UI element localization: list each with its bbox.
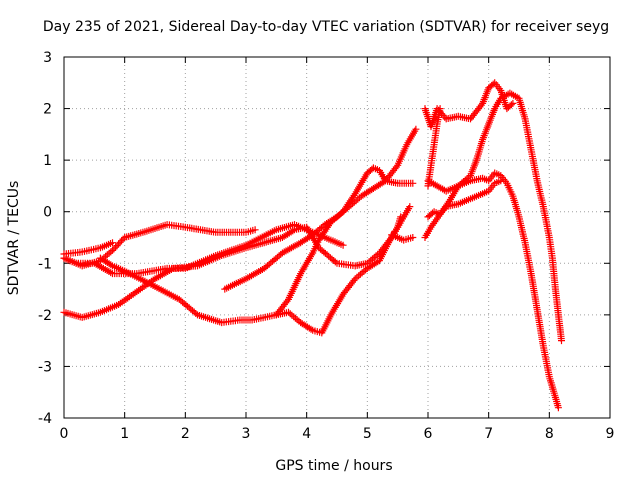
- x-tick-label: 0: [60, 426, 69, 442]
- x-tick-label: 1: [120, 426, 129, 442]
- data-point-markers: [421, 79, 517, 131]
- data-series-arc-4: [96, 213, 405, 337]
- y-tick-label: -3: [38, 359, 52, 375]
- y-tick-label: 1: [43, 153, 52, 169]
- y-axis-label: SDTVAR / TECUs: [6, 181, 22, 296]
- x-tick-label: 4: [302, 426, 311, 442]
- data-series-arc-10: [424, 105, 444, 190]
- data-point-markers: [96, 213, 405, 337]
- data-series-arc-3: [60, 221, 259, 270]
- data-point-markers: [60, 221, 259, 270]
- data-series-arc-8: [388, 231, 417, 244]
- data-point-markers: [424, 105, 444, 190]
- y-tick-label: 0: [43, 205, 52, 221]
- chart-title: Day 235 of 2021, Sidereal Day-to-day VTE…: [43, 19, 609, 35]
- data-point-markers: [60, 203, 414, 321]
- y-tick-label: 2: [43, 102, 52, 118]
- grid-lines: [64, 57, 610, 418]
- y-tick-label: -4: [38, 411, 52, 427]
- data-series-arc-5: [60, 203, 414, 321]
- data-series-arc-1: [60, 239, 116, 258]
- x-tick-label: 3: [242, 426, 251, 442]
- x-axis-label: GPS time / hours: [275, 458, 392, 474]
- y-tick-label: 3: [43, 50, 52, 66]
- plot-frame: [63, 56, 611, 419]
- data-point-markers: [388, 231, 417, 244]
- data-point-markers: [60, 239, 116, 258]
- data-series-arc-9: [421, 79, 517, 131]
- data-point-markers: [221, 125, 420, 293]
- y-tick-label: -2: [38, 308, 52, 324]
- x-tick-label: 2: [181, 426, 190, 442]
- data-series-arc-7: [221, 125, 420, 293]
- x-tick-label: 6: [424, 426, 433, 442]
- y-tick-label: -1: [38, 256, 52, 272]
- data-series-arc-13: [421, 89, 565, 345]
- axis-ticks: 0 1 2 3 4 5 6 7 8 9 -4 -3 -2 -1 0 1 2 3: [38, 50, 614, 442]
- data-point-markers: [421, 89, 565, 345]
- data-points: [60, 79, 565, 412]
- x-tick-label: 8: [545, 426, 554, 442]
- x-tick-label: 7: [484, 426, 493, 442]
- x-tick-label: 9: [606, 426, 615, 442]
- x-tick-label: 5: [363, 426, 372, 442]
